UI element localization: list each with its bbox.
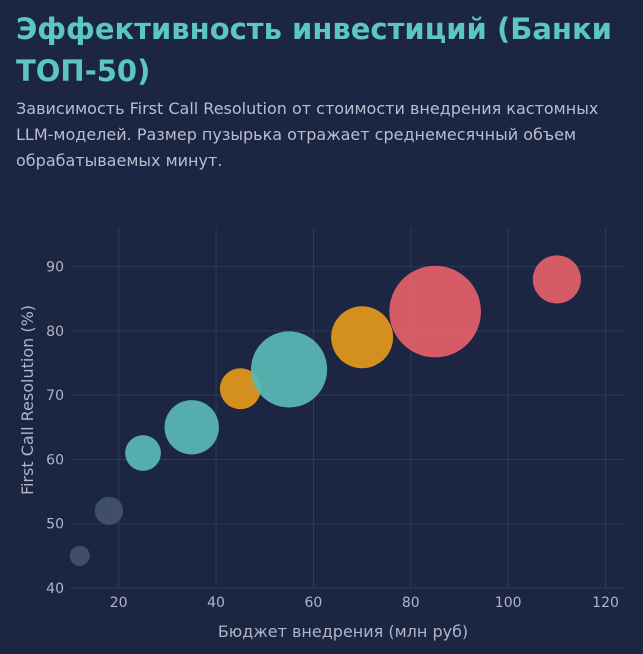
bubble-point[interactable]	[125, 435, 161, 471]
x-tick-label: 120	[592, 595, 619, 611]
y-tick-label: 90	[46, 260, 64, 276]
page-title: Эффективность инвестиций (Банки ТОП-50)	[16, 12, 612, 88]
page-subtitle: Зависимость First Call Resolution от сто…	[16, 99, 599, 170]
y-tick-label: 40	[46, 581, 64, 597]
bubble-point[interactable]	[389, 265, 481, 358]
x-tick-label: 60	[305, 595, 323, 611]
bubble-point[interactable]	[331, 306, 394, 369]
y-tick-label: 70	[46, 388, 64, 404]
bubble-point[interactable]	[219, 368, 261, 410]
x-tick-label: 40	[207, 595, 225, 611]
x-tick-label: 20	[110, 595, 128, 611]
bubble-point[interactable]	[69, 545, 90, 566]
bubble-point[interactable]	[94, 496, 124, 525]
x-axis-label: Бюджет внедрения (млн руб)	[218, 622, 468, 641]
y-axis-label: First Call Resolution (%)	[18, 305, 37, 495]
y-tick-label: 50	[46, 517, 64, 533]
y-tick-label: 60	[46, 452, 64, 468]
x-tick-label: 80	[402, 595, 420, 611]
x-tick-label: 100	[495, 595, 522, 611]
bubble-point[interactable]	[532, 255, 581, 304]
chart-grid	[70, 228, 625, 589]
bubble-point[interactable]	[251, 331, 328, 408]
chart-ticks: 20 40 60 80 100 120 40 50 60 70 80 90	[46, 260, 619, 611]
chart-bubbles	[69, 255, 581, 566]
y-tick-label: 80	[46, 324, 64, 340]
bubble-point[interactable]	[164, 400, 219, 455]
